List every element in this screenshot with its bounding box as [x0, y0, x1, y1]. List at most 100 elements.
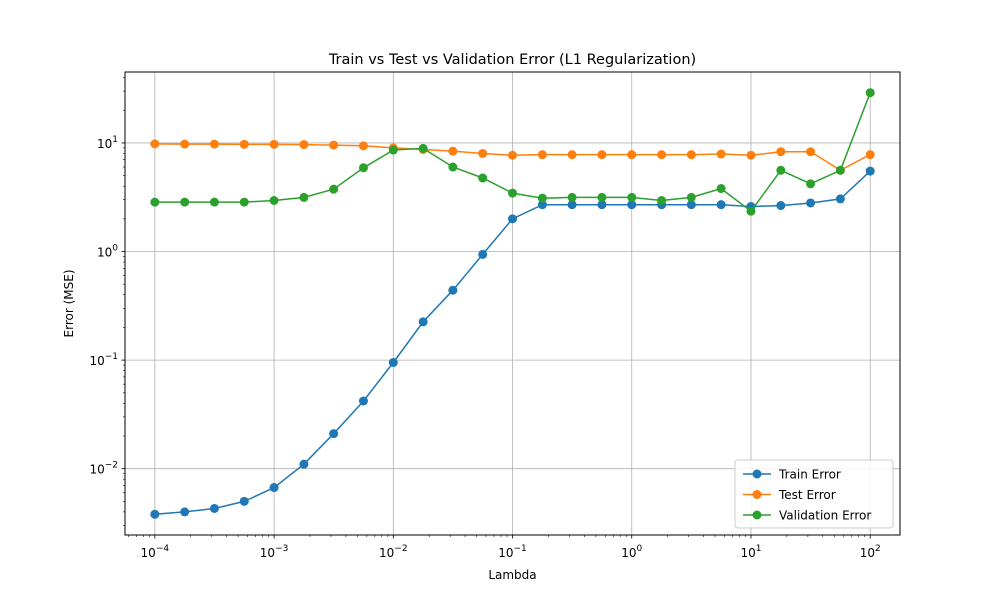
tick-label: 100 [97, 244, 118, 260]
tick-label-exponent: −2 [105, 461, 118, 471]
tick-label: 10−3 [260, 544, 289, 560]
series-layer [150, 88, 875, 519]
data-point [597, 200, 607, 210]
series-validation-error [150, 88, 875, 216]
data-point [686, 192, 696, 202]
legend: Train Error Test Error Validation Error [734, 459, 894, 529]
data-point [806, 179, 816, 189]
tick-label-exponent: −3 [275, 544, 288, 554]
data-point [746, 150, 756, 160]
data-point [239, 496, 249, 506]
data-point [478, 249, 488, 259]
data-point [686, 150, 696, 160]
x-axis: 10−4 10−3 10−2 10−1 100 101 102 [128, 535, 881, 560]
data-point [269, 195, 279, 205]
data-point [299, 140, 309, 150]
data-point [627, 192, 637, 202]
data-point [299, 459, 309, 469]
tick-label-base: 10 [260, 546, 275, 560]
data-point [537, 193, 547, 203]
tick-label: 10−1 [498, 544, 527, 560]
data-point [716, 149, 726, 159]
data-point [597, 192, 607, 202]
data-point [657, 150, 667, 160]
data-point [627, 200, 637, 210]
data-point [567, 150, 577, 160]
data-point [180, 139, 190, 149]
legend-swatch-marker [752, 490, 762, 499]
data-point [150, 139, 160, 149]
tick-label-exponent: 0 [112, 244, 118, 254]
data-point [448, 162, 458, 172]
data-point [269, 139, 279, 149]
data-point [209, 197, 219, 207]
data-point [597, 150, 607, 160]
data-point [209, 139, 219, 149]
tick-label: 101 [97, 135, 118, 151]
data-point [776, 201, 786, 211]
tick-label-exponent: 2 [875, 544, 881, 554]
data-point [567, 200, 577, 210]
legend-item: Test Error [743, 488, 836, 502]
tick-label-exponent: −2 [394, 544, 407, 554]
tick-label-base: 10 [740, 546, 755, 560]
data-point [716, 200, 726, 210]
x-axis-label: Lambda [488, 568, 536, 582]
data-point [180, 197, 190, 207]
data-point [209, 503, 219, 513]
data-point [865, 150, 875, 160]
data-point [478, 173, 488, 183]
tick-label-exponent: 1 [756, 544, 762, 554]
data-point [329, 140, 339, 150]
tick-label-base: 10 [498, 546, 513, 560]
data-point [358, 141, 368, 151]
data-point [448, 146, 458, 156]
tick-label: 100 [621, 544, 642, 560]
data-point [388, 358, 398, 368]
legend-label: Test Error [778, 488, 836, 502]
y-axis-label: Error (MSE) [62, 270, 76, 338]
data-point [835, 194, 845, 204]
data-point [180, 507, 190, 517]
data-point [686, 200, 696, 210]
data-point [537, 150, 547, 160]
tick-label-base: 10 [89, 354, 104, 368]
series-train-error [150, 166, 875, 519]
tick-label-base: 10 [97, 246, 112, 260]
legend-item: Validation Error [743, 509, 871, 523]
data-point [448, 285, 458, 295]
data-point [150, 509, 160, 519]
data-point [358, 163, 368, 173]
tick-label: 101 [740, 544, 761, 560]
series-test-error [150, 139, 875, 175]
data-point [269, 483, 279, 493]
data-point [508, 150, 518, 160]
tick-label-base: 10 [860, 546, 875, 560]
tick-label: 10−2 [379, 544, 408, 560]
legend-box [734, 459, 894, 529]
tick-label-base: 10 [621, 546, 636, 560]
legend-label: Train Error [778, 468, 841, 482]
data-point [776, 165, 786, 175]
legend-item: Train Error [743, 468, 841, 482]
data-point [865, 88, 875, 98]
data-point [239, 139, 249, 149]
tick-label-base: 10 [97, 137, 112, 151]
data-point [627, 150, 637, 160]
data-point [388, 145, 398, 155]
data-point [418, 143, 428, 153]
data-point [657, 195, 667, 205]
tick-label: 102 [860, 544, 881, 560]
data-point [746, 206, 756, 216]
data-point [299, 192, 309, 202]
legend-swatch-marker [752, 469, 762, 479]
data-point [865, 166, 875, 176]
legend-swatch-marker [752, 510, 762, 520]
tick-label: 10−2 [89, 461, 118, 477]
tick-label-base: 10 [89, 463, 104, 477]
data-point [537, 200, 547, 210]
data-point [418, 317, 428, 327]
data-point [478, 148, 488, 158]
